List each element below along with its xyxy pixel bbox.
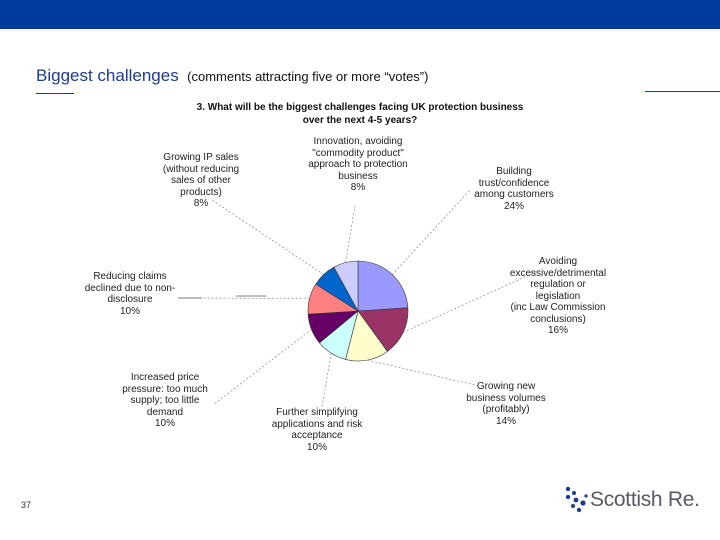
- scottish-re-logo: Scottish Re.: [564, 482, 700, 522]
- slice-label-line: 14%: [495, 415, 516, 427]
- pie-slice: [333, 260, 359, 312]
- slice-label-growing-ip: Growing IP sales (without reducing sales o…: [148, 152, 254, 210]
- slice-label-reducing-claims: Reducing claims declined due to non-discl…: [74, 271, 186, 317]
- heading-rule-left: [36, 93, 74, 94]
- slice-label-simplifying-applications: Further simplifying applications and risk…: [262, 407, 372, 453]
- chart-title: 3. What will be the biggest challenges f…: [160, 101, 560, 127]
- slice-label-line: approach to protection: [308, 159, 408, 170]
- logo-dots-icon: [565, 486, 588, 513]
- slice-label-line: 8%: [193, 198, 209, 209]
- slice-label-line: trust/confidence: [478, 177, 550, 189]
- leader-line: [321, 353, 332, 408]
- chart-title-line-1: 3. What will be the biggest challenges f…: [196, 102, 524, 113]
- leader-line: [367, 359, 476, 386]
- slice-label-line: 10%: [154, 418, 175, 429]
- slice-label-line: (without reducing: [162, 163, 240, 175]
- slice-label-line: excessive/detrimental: [509, 267, 607, 279]
- slice-label-line: 24%: [503, 200, 524, 212]
- slice-label-line: regulation or: [530, 279, 586, 290]
- slice-label-line: Growing IP sales: [163, 152, 239, 163]
- slice-label-line: (inc Law Commission: [510, 302, 606, 313]
- logo-text: Scottish Re.: [590, 488, 700, 511]
- slice-label-line: legislation: [535, 290, 581, 302]
- slice-label-line: sales of other: [170, 175, 232, 186]
- slice-label-line: pressure: too much: [122, 383, 208, 395]
- pie-slice: [357, 260, 409, 312]
- slice-label-line: Innovation, avoiding: [313, 136, 403, 147]
- slice-label-line: (profitably): [482, 404, 530, 415]
- slice-label-line: products): [180, 186, 222, 198]
- slice-label-line: "commodity product": [312, 147, 404, 159]
- slice-label-line: Growing new: [476, 381, 536, 392]
- slice-label-growing-volumes: Growing new business volumes (profitably) 1…: [452, 381, 560, 427]
- slice-label-line: Avoiding: [538, 256, 578, 267]
- slice-label-avoiding-regulation: Avoiding excessive/detrimental regulation …: [497, 256, 619, 337]
- leader-line: [403, 269, 541, 333]
- slice-label-line: disclosure: [107, 294, 153, 305]
- leader-line: [211, 199, 324, 275]
- slice-label-line: Further simplifying: [276, 407, 358, 418]
- slice-label-line: Reducing claims: [93, 271, 167, 282]
- slice-label-line: 10%: [306, 441, 327, 453]
- leader-line: [391, 189, 471, 275]
- slice-label-building-trust: Building trust/confidence among customers 2…: [458, 166, 570, 212]
- leader-line: [345, 205, 356, 263]
- slice-label-innovation: Innovation, avoiding "commodity product" a…: [297, 136, 419, 194]
- pie-slice: [357, 307, 409, 352]
- slice-label-line: Building: [496, 166, 532, 177]
- leader-line: [212, 329, 312, 406]
- slice-label-line: business volumes: [466, 392, 546, 404]
- slice-label-line: declined due to non-: [84, 282, 176, 294]
- slice-label-line: business: [338, 170, 378, 182]
- leader-line: [185, 297, 310, 299]
- slice-label-price-pressure: Increased price pressure: too much supply;…: [112, 372, 218, 430]
- slide-subtitle: (comments attracting five or more “votes…: [187, 69, 429, 84]
- leader-lines: [185, 189, 541, 408]
- slide-heading: Biggest challenges (comments attracting …: [36, 66, 428, 86]
- slice-label-line: 16%: [547, 325, 568, 336]
- slice-label-line: among customers: [474, 189, 554, 200]
- slice-label-line: 8%: [350, 182, 366, 193]
- slice-label-line: supply; too little: [130, 395, 200, 406]
- slice-label-line: demand: [146, 406, 184, 418]
- page-number: 37: [21, 500, 32, 510]
- slice-label-line: applications and risk: [271, 418, 363, 430]
- slice-label-line: acceptance: [291, 430, 343, 441]
- heading-rule-right: [645, 91, 720, 92]
- slice-label-line: Increased price: [130, 372, 200, 383]
- slice-label-line: 10%: [119, 305, 140, 317]
- top-banner: [0, 0, 720, 29]
- slide-title: Biggest challenges: [36, 66, 179, 85]
- slice-label-line: conclusions): [530, 313, 586, 325]
- chart-title-line-2: over the next 4-5 years?: [302, 115, 418, 126]
